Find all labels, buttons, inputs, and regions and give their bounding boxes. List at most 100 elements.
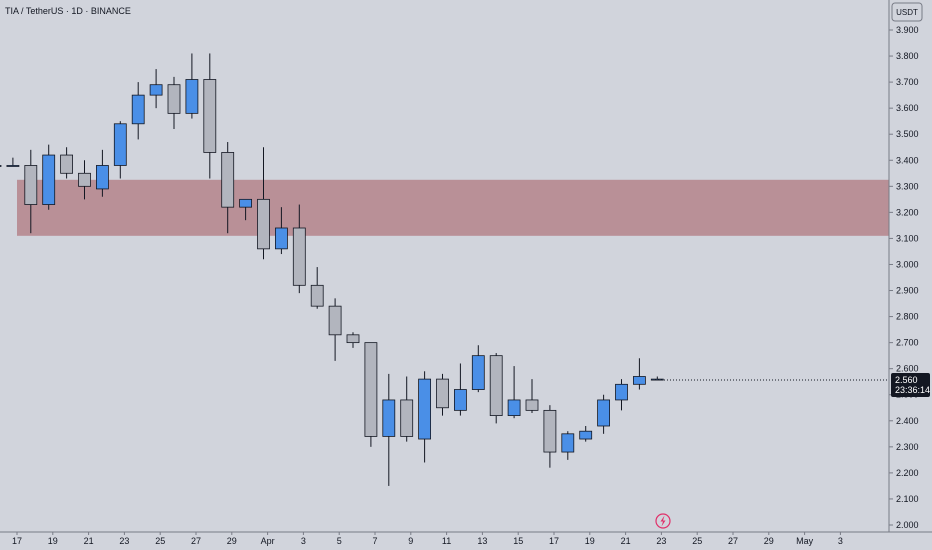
- price-tick-label: 3.600: [896, 103, 919, 113]
- candle-23: [400, 376, 414, 442]
- candle-body: [96, 165, 109, 190]
- time-tick-label: 11: [442, 536, 451, 546]
- candle-11: [185, 53, 199, 119]
- candle-body: [292, 227, 306, 286]
- candle-body: [436, 378, 449, 409]
- candle-body: [42, 154, 56, 205]
- price-tick-label: 2.100: [896, 494, 919, 504]
- time-tick-label: 25: [155, 536, 165, 546]
- candle-body: [597, 399, 610, 427]
- candle-body: [561, 433, 575, 453]
- time-tick-label: 7: [372, 536, 377, 546]
- price-tick-label: 2.800: [896, 312, 919, 322]
- candle-2: [24, 149, 38, 234]
- candle-9: [149, 69, 163, 109]
- candle-6: [96, 149, 109, 197]
- candle-body: [418, 378, 432, 440]
- candle-24: [418, 371, 432, 463]
- time-tick-label: 21: [621, 536, 631, 546]
- candle-5: [78, 160, 91, 200]
- candle-body: [0, 165, 2, 167]
- candle-31: [543, 405, 557, 468]
- candle-body: [471, 355, 485, 390]
- candle-18: [310, 267, 324, 309]
- time-tick-label: 21: [84, 536, 94, 546]
- time-tick-label: 23: [656, 536, 666, 546]
- price-tick-label: 3.900: [896, 25, 919, 35]
- time-tick-label: 3: [301, 536, 306, 546]
- candle-body: [489, 355, 503, 416]
- candle-body: [579, 430, 593, 440]
- price-tick-label: 2.400: [896, 416, 919, 426]
- candle-20: [346, 332, 360, 348]
- candles-layer: [0, 53, 664, 486]
- time-tick-label: 27: [728, 536, 738, 546]
- price-tick-label: 3.400: [896, 155, 919, 165]
- candle-25: [436, 373, 449, 416]
- candle-28: [489, 353, 503, 424]
- lightning-icon[interactable]: [655, 513, 671, 529]
- candle-body: [364, 342, 378, 437]
- candle-15: [257, 147, 270, 260]
- candle-body: [221, 152, 235, 208]
- candle-body: [203, 79, 217, 153]
- candle-body: [346, 334, 360, 344]
- candle-body: [78, 172, 91, 187]
- candle-3: [42, 144, 56, 210]
- candle-33: [579, 426, 593, 442]
- candle-21: [364, 342, 378, 447]
- candle-body: [543, 409, 557, 453]
- candle-36: [633, 358, 646, 390]
- candle-17: [292, 204, 306, 294]
- candle-19: [328, 298, 342, 361]
- time-axis[interactable]: 17 19 21 23 25 27 29 Apr 3 5 7 9 11 13 15 17 19 21 23 25 27 2…: [12, 532, 843, 546]
- candle-35: [615, 379, 628, 411]
- last-price-value: 2.560: [895, 375, 918, 385]
- price-tick-label: 2.200: [896, 468, 919, 478]
- candle-body: [274, 227, 288, 250]
- candle-10: [167, 76, 181, 129]
- time-tick-label: 19: [48, 536, 58, 546]
- candle-8: [131, 82, 145, 140]
- candle-16: [274, 207, 288, 255]
- candle-14: [239, 198, 253, 221]
- candle-32: [561, 431, 575, 460]
- time-tick-label: 19: [585, 536, 595, 546]
- candle-body: [149, 84, 163, 96]
- chart-title: TIA / TetherUS · 1D · BINANCE: [5, 6, 131, 16]
- time-tick-label: Apr: [261, 536, 275, 546]
- price-tick-label: 3.100: [896, 233, 919, 243]
- candle-body: [113, 123, 127, 166]
- price-tick-label: 2.900: [896, 286, 919, 296]
- last-price-badge-bg: [891, 373, 930, 397]
- candle-body: [310, 284, 324, 307]
- price-tick-label: 3.500: [896, 129, 919, 139]
- time-tick-label: 25: [692, 536, 702, 546]
- candle-29: [507, 366, 521, 419]
- time-tick-label: 17: [549, 536, 559, 546]
- time-tick-label: 17: [12, 536, 22, 546]
- unit-button-frame[interactable]: [891, 2, 923, 22]
- candle-22: [382, 373, 396, 486]
- candle-body: [24, 165, 38, 205]
- unit-button[interactable]: USDT: [891, 2, 923, 22]
- candle-body: [615, 383, 628, 401]
- time-tick-label: 5: [337, 536, 342, 546]
- candle-1: [6, 157, 20, 167]
- candle-26: [453, 363, 467, 416]
- price-tick-label: 3.700: [896, 77, 919, 87]
- candle-body: [60, 154, 73, 174]
- candle-body: [382, 399, 396, 437]
- candle-body: [167, 84, 181, 114]
- unit-label[interactable]: USDT: [896, 8, 918, 17]
- candle-body: [400, 399, 414, 437]
- time-tick-label: 15: [513, 536, 523, 546]
- candle-13: [221, 142, 235, 234]
- resistance-zone: [17, 179, 889, 236]
- candle-body: [239, 198, 253, 208]
- time-tick-label: 29: [227, 536, 237, 546]
- candle-body: [257, 198, 270, 250]
- time-tick-label: 27: [191, 536, 201, 546]
